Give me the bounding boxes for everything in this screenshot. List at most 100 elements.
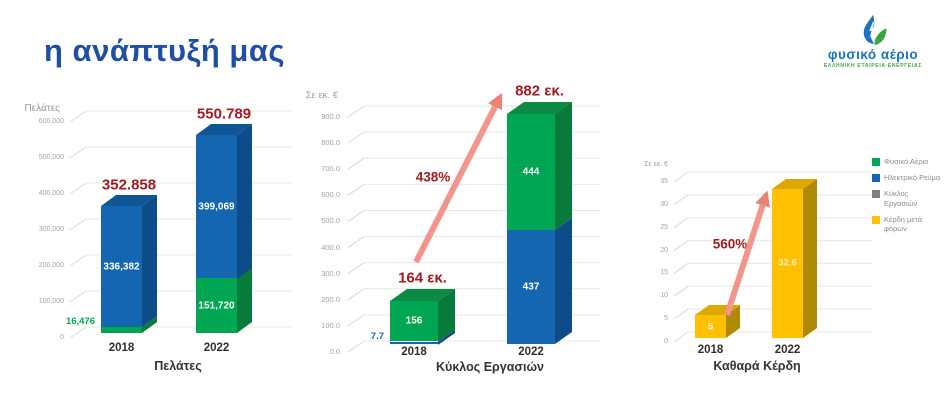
y-tick-label: 0.0 (329, 347, 340, 356)
gridline-diagonal (69, 290, 87, 303)
gridline-diagonal (347, 340, 365, 353)
bar-segment-front (507, 229, 555, 344)
gridline-diagonal (69, 254, 87, 267)
y-tick-label: 0 (60, 334, 64, 341)
y-tick-label: 15 (660, 269, 668, 277)
gridline-diagonal (673, 171, 689, 183)
bar-segment-label: 437 (522, 281, 540, 293)
y-tick-label: 100,000 (38, 298, 64, 305)
y-tick-label: 35 (660, 178, 668, 185)
category-label: 2018 (697, 344, 724, 356)
bar-segment-front (101, 205, 142, 328)
y-tick-label: 900.0 (321, 112, 340, 121)
bar-segment-front (772, 188, 803, 338)
bar-segment-front (196, 134, 237, 279)
gridline-diagonal (347, 157, 365, 170)
legend: Φυσικό Αέριο Ηλεκτρικό Ρεύμα Κύκλος Εργασι… (872, 157, 942, 240)
legend-label: Ηλεκτρικό Ρεύμα (884, 172, 941, 182)
gridline-diagonal (347, 131, 365, 144)
y-tick-label: 800.0 (321, 138, 340, 148)
gridline-diagonal (69, 110, 87, 123)
bar-segment-label: 151,720 (198, 300, 235, 312)
logo-subtitle: ΕΛΛΗΝΙΚΗ ΕΤΑΙΡΕΙΑ ΕΝΕΡΓΕΙΑΣ (823, 63, 923, 69)
chart-title: Καθαρά Κέρδη (713, 359, 801, 373)
gridline-diagonal (347, 105, 365, 118)
gridline-diagonal (347, 314, 365, 327)
gridline-diagonal (69, 326, 87, 339)
flame-leaf-icon (863, 14, 887, 46)
gridline-diagonal (347, 288, 365, 301)
bar-segment-label: 5 (707, 321, 714, 333)
gridline-diagonal (69, 182, 87, 195)
y-tick-label: 300.0 (321, 268, 340, 278)
y-tick-label: 20 (660, 246, 668, 254)
bar-segment-label: 32.6 (778, 257, 797, 269)
y-tick-label: 5 (664, 315, 668, 323)
gridline-diagonal (673, 308, 689, 320)
bar-total-label: 882 εκ. (515, 82, 564, 100)
gridline-diagonal (673, 331, 689, 343)
growth-arrow-net-profit (724, 190, 771, 316)
y-tick-label: 600,000 (38, 118, 64, 125)
bar-segment-label: 336,382 (103, 261, 140, 273)
y-axis-title: Πελάτες (24, 103, 60, 114)
legend-item: Κέρδη μετά φόρων (872, 215, 942, 235)
y-tick-label: 500,000 (38, 154, 64, 161)
bar-segment-label: 444 (522, 166, 540, 178)
legend-item: Κύκλος Εργασιών (872, 189, 942, 209)
bar-segment-front (390, 341, 438, 344)
gridline-diagonal (347, 183, 365, 196)
gridline-diagonal (673, 285, 689, 297)
gridline-diagonal (69, 146, 87, 159)
legend-swatch (872, 158, 880, 166)
gridline-diagonal (673, 217, 689, 229)
category-label: 2018 (108, 342, 135, 354)
company-logo: φυσικό αέριο ΕΛΛΗΝΙΚΗ ΕΤΑΙΡΕΙΑ ΕΝΕΡΓΕΙΑΣ (800, 14, 946, 69)
bar-total-label: 352.858 (101, 176, 157, 194)
y-axis-title: Σε εκ. € (644, 161, 668, 168)
gridline-diagonal (347, 262, 365, 275)
category-label: 2022 (518, 346, 544, 358)
growth-arrow-turnover (413, 92, 503, 264)
slide-title: η ανάπτυξή μας (44, 33, 286, 68)
category-label: 2018 (401, 346, 427, 358)
y-tick-label: 300,000 (38, 226, 64, 233)
y-axis-title: Σε εκ. € (305, 90, 338, 101)
bar-segment-label-outside: 16,476 (65, 316, 95, 328)
growth-percent-label: 560% (712, 236, 748, 252)
y-tick-label: 400.0 (321, 242, 340, 252)
gridline-diagonal (673, 263, 689, 274)
bar-total-label: 164 εκ. (398, 269, 447, 287)
y-tick-label: 30 (660, 200, 668, 208)
y-tick-label: 600.0 (321, 190, 340, 200)
gridline-diagonal (673, 240, 689, 251)
legend-swatch (872, 173, 880, 182)
growth-percent-label: 438% (415, 169, 451, 185)
logo-name: φυσικό αέριο (827, 47, 919, 62)
y-tick-label: 500.0 (321, 216, 340, 226)
y-tick-label: 100.0 (321, 320, 340, 330)
gridline-diagonal (69, 218, 87, 231)
gridline-diagonal (347, 210, 365, 222)
y-tick-label: 700.0 (321, 164, 340, 174)
legend-swatch (872, 189, 880, 198)
legend-label: Κέρδη μετά φόρων (884, 214, 922, 234)
legend-swatch (872, 215, 880, 224)
bar-segment-front (390, 300, 438, 342)
legend-label: Κύκλος Εργασιών (884, 188, 918, 208)
legend-item: Φυσικό Αέριο (872, 157, 942, 167)
bar-segment-front (695, 315, 726, 338)
y-tick-label: 200.0 (321, 294, 340, 304)
y-tick-label: 200,000 (38, 262, 64, 269)
category-label: 2022 (774, 344, 801, 356)
y-tick-label: 400,000 (38, 190, 64, 197)
chart-title: Πελάτες (154, 359, 202, 373)
bar-total-label: 550.789 (196, 105, 252, 123)
category-label: 2022 (203, 342, 230, 354)
legend-label: Φυσικό Αέριο (884, 157, 929, 166)
